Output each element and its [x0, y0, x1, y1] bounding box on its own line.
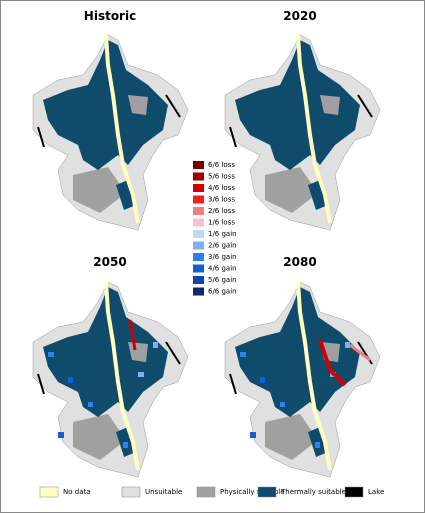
legend-swatch — [344, 486, 364, 498]
legend-label: 1/6 gain — [208, 230, 237, 238]
legend-swatch — [193, 161, 204, 169]
map-change — [349, 343, 371, 362]
legend-label: Unsuitable — [145, 488, 182, 496]
legend-label: 4/6 gain — [208, 265, 237, 273]
legend-swatch — [193, 218, 204, 227]
legend-swatch — [193, 207, 204, 215]
legend-swatch — [193, 264, 204, 273]
map-change — [128, 319, 137, 351]
legend-swatch — [193, 184, 204, 192]
legend-swatch — [121, 486, 141, 498]
legend-swatch — [193, 253, 204, 261]
legend-label: Physically suitable — [220, 488, 285, 496]
legend-label: 6/6 loss — [208, 161, 235, 169]
panel-title: 2080 — [283, 255, 316, 269]
panel-title: 2020 — [283, 9, 316, 23]
legend-label: 6/6 gain — [208, 288, 237, 296]
legend-label: 2/6 loss — [208, 207, 235, 215]
legend-swatch — [193, 287, 204, 296]
legend-label: 3/6 loss — [208, 196, 235, 204]
panel-title: 2050 — [93, 255, 126, 269]
legend-label: 5/6 gain — [208, 276, 237, 284]
legend-label: Thermally suitable — [280, 488, 346, 496]
legend-label: No data — [63, 488, 91, 496]
legend-label: Lake — [368, 488, 384, 496]
legend-swatch — [193, 195, 204, 204]
legend-swatch — [196, 486, 216, 498]
legend-swatch — [193, 241, 204, 250]
legend-label: 2/6 gain — [208, 242, 237, 250]
legend-label: 1/6 loss — [208, 219, 235, 227]
legend-swatch — [257, 486, 277, 498]
legend-swatch — [193, 230, 204, 238]
map-change — [318, 339, 347, 387]
legend-label: 4/6 loss — [208, 184, 235, 192]
legend-swatch — [193, 276, 204, 284]
change-legend: 6/6 loss 5/6 loss 4/6 loss 3/6 loss 2/6 loss… — [193, 161, 237, 296]
legend: No data Unsuitable Physically suitableTher… — [39, 486, 384, 498]
legend-label: 3/6 gain — [208, 253, 237, 261]
legend-label: 5/6 loss — [208, 173, 235, 181]
legend-swatch — [193, 172, 204, 181]
panel-title: Historic — [84, 9, 136, 23]
legend-swatch — [39, 486, 59, 498]
